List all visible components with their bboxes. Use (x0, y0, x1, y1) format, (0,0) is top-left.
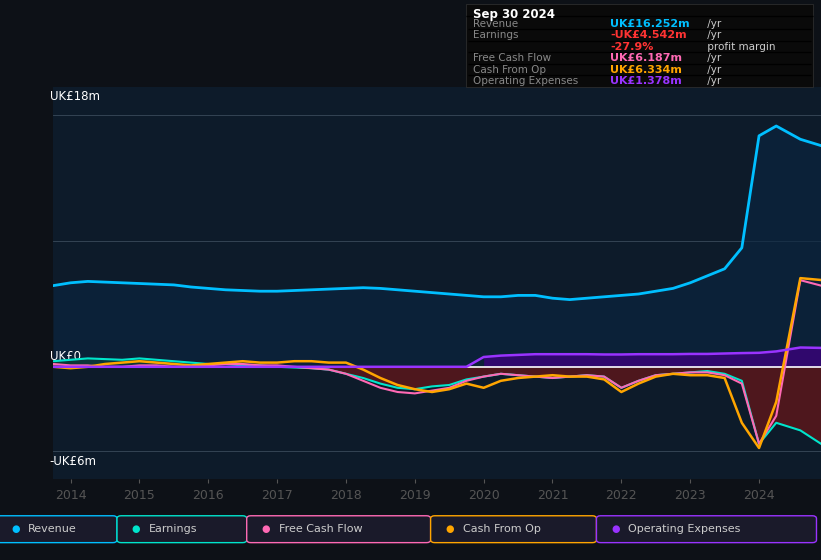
Text: Free Cash Flow: Free Cash Flow (473, 53, 551, 63)
Text: UK£18m: UK£18m (49, 90, 99, 103)
Text: Sep 30 2024: Sep 30 2024 (473, 8, 555, 21)
Text: ●: ● (445, 524, 454, 534)
Text: Operating Expenses: Operating Expenses (629, 524, 741, 534)
Text: UK£16.252m: UK£16.252m (610, 18, 690, 29)
Text: Operating Expenses: Operating Expenses (473, 76, 578, 86)
Text: /yr: /yr (704, 18, 722, 29)
Text: Cash From Op: Cash From Op (463, 524, 540, 534)
Text: UK£1.378m: UK£1.378m (610, 76, 681, 86)
Text: Revenue: Revenue (28, 524, 77, 534)
Text: ●: ● (131, 524, 140, 534)
Text: -UK£4.542m: -UK£4.542m (610, 30, 686, 40)
Text: Revenue: Revenue (473, 18, 518, 29)
Text: Earnings: Earnings (149, 524, 198, 534)
Text: /yr: /yr (704, 64, 722, 74)
Text: ●: ● (611, 524, 620, 534)
Text: /yr: /yr (704, 76, 722, 86)
Text: UK£6.334m: UK£6.334m (610, 64, 682, 74)
Text: -27.9%: -27.9% (610, 41, 654, 52)
Text: profit margin: profit margin (704, 41, 776, 52)
Text: /yr: /yr (704, 30, 722, 40)
Text: UK£0: UK£0 (49, 350, 80, 363)
Text: Free Cash Flow: Free Cash Flow (279, 524, 362, 534)
Text: Cash From Op: Cash From Op (473, 64, 546, 74)
Text: /yr: /yr (704, 53, 722, 63)
Text: -UK£6m: -UK£6m (49, 455, 97, 468)
Text: ●: ● (261, 524, 270, 534)
Text: Earnings: Earnings (473, 30, 518, 40)
Text: UK£6.187m: UK£6.187m (610, 53, 682, 63)
Text: ●: ● (11, 524, 20, 534)
